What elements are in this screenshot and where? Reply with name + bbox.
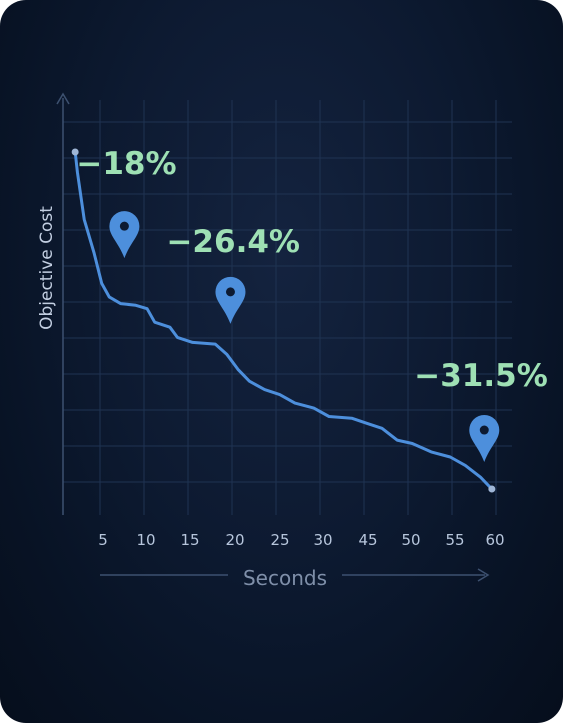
series-line bbox=[73, 150, 494, 491]
y-axis-title: Objective Cost bbox=[37, 206, 57, 330]
x-tick-label: 20 bbox=[225, 531, 244, 549]
x-axis-arrow-icon bbox=[477, 568, 490, 582]
x-tick-labels: 5 10 15 20 25 30 45 50 55 60 bbox=[98, 531, 504, 549]
x-tick-label: 45 bbox=[358, 531, 377, 549]
axes bbox=[56, 92, 490, 582]
map-pin-icon bbox=[469, 415, 500, 463]
y-axis-arrow-icon bbox=[56, 92, 70, 105]
series-start-point bbox=[71, 148, 79, 156]
annotation-label: −31.5% bbox=[414, 358, 548, 394]
map-pin-icon bbox=[215, 276, 246, 324]
x-tick-label: 15 bbox=[180, 531, 199, 549]
annotations: −18% −26.4% −31.5% bbox=[76, 146, 547, 394]
series-layer bbox=[71, 148, 496, 493]
x-tick-label: 50 bbox=[401, 531, 420, 549]
x-axis-title: Seconds bbox=[243, 566, 327, 590]
x-tick-label: 5 bbox=[98, 531, 108, 549]
map-pin-icon bbox=[109, 211, 140, 259]
annotation-label: −18% bbox=[76, 146, 176, 182]
x-tick-label: 30 bbox=[313, 531, 332, 549]
annotation-label: −26.4% bbox=[166, 224, 300, 260]
series-end-point bbox=[488, 485, 496, 493]
pin-markers bbox=[109, 211, 500, 463]
x-tick-label: 60 bbox=[485, 531, 504, 549]
x-tick-label: 55 bbox=[445, 531, 464, 549]
x-tick-label: 25 bbox=[270, 531, 289, 549]
x-tick-label: 10 bbox=[136, 531, 155, 549]
